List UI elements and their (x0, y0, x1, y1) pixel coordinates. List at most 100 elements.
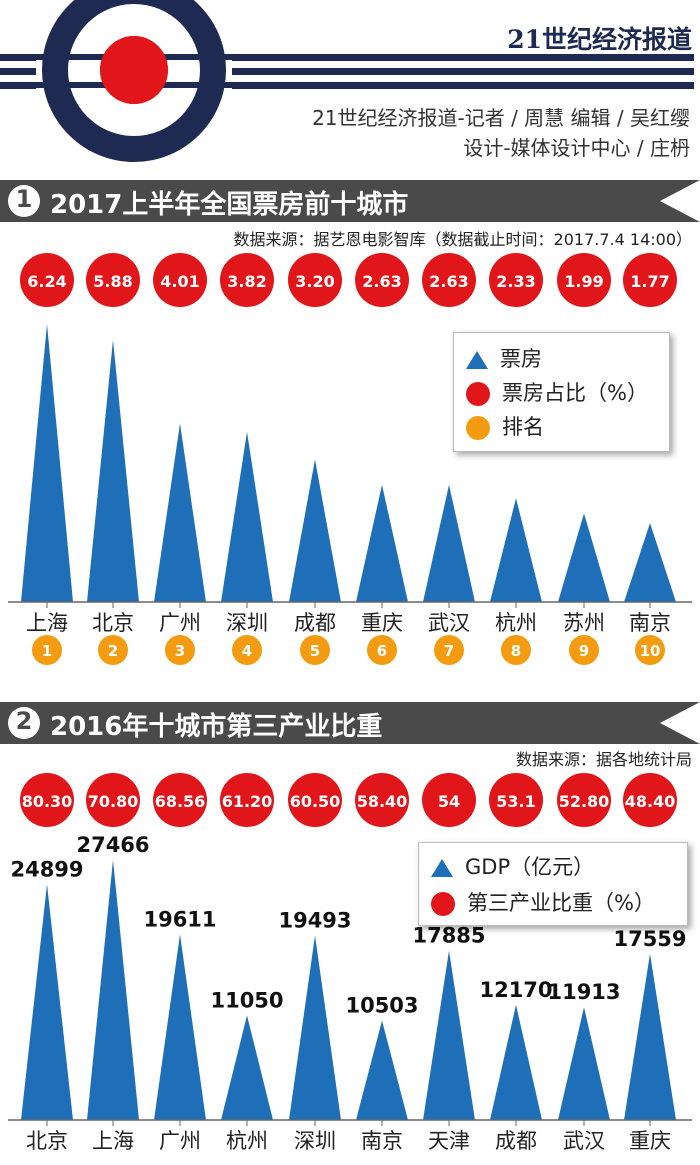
city-label: 南京 (361, 1129, 403, 1153)
tertiary-share-label: 61.20 (222, 792, 273, 811)
box-office-chart: 6.24 5.88 4.01 3.82 3.20 2.63 2.63 2.33 1.99 1.77… (8, 253, 692, 665)
gdp-value-label: 11913 (547, 980, 620, 1004)
share-bubble (153, 253, 207, 307)
share-bubble (20, 253, 74, 307)
box-office-bar (490, 498, 542, 602)
orange-dot-icon (466, 416, 490, 440)
tertiary-share-label: 60.50 (290, 792, 341, 811)
rank-badge (32, 635, 62, 665)
box-office-bar (21, 324, 73, 602)
city-label: 上海 (92, 1129, 134, 1153)
section2-number-badge: 2 (15, 707, 33, 735)
gdp-bar (221, 1015, 273, 1120)
section2-title: 2016年十城市第三产业比重 (50, 712, 383, 742)
city-label: 杭州 (495, 611, 537, 635)
tertiary-share-label: 58.40 (357, 792, 408, 811)
share-label: 1.77 (630, 272, 669, 291)
city-label: 深圳 (294, 1129, 336, 1153)
gdp-bar (21, 884, 73, 1120)
gdp-value-label: 19493 (278, 908, 351, 932)
gdp-bar (154, 934, 206, 1120)
share-bubble (623, 253, 677, 307)
gdp-bar (289, 935, 341, 1120)
gdp-value-label: 11050 (210, 988, 283, 1012)
tertiary-share-label: 52.80 (559, 792, 610, 811)
tertiary-share-label: 48.40 (625, 792, 676, 811)
section1-title-bar (0, 180, 700, 222)
share-label: 6.24 (27, 272, 66, 291)
share-bubble (220, 253, 274, 307)
rank-label: 4 (242, 642, 252, 660)
rank-badge (367, 635, 397, 665)
gdp-value-label: 10503 (345, 994, 418, 1018)
tertiary-share-bubble (220, 773, 274, 827)
tertiary-share-bubble (20, 773, 74, 827)
gdp-bar (423, 950, 475, 1120)
gdp-value-label: 27466 (76, 833, 149, 857)
box-office-bar (87, 340, 139, 602)
city-label: 重庆 (629, 1129, 671, 1153)
rank-label: 8 (511, 642, 521, 660)
city-label: 广州 (159, 611, 201, 635)
rank-badge (98, 635, 128, 665)
share-bubble (422, 253, 476, 307)
triangle-icon (431, 859, 453, 877)
section2-title-bar (0, 702, 700, 744)
box-office-bar (624, 523, 676, 602)
box-office-bar (356, 484, 408, 602)
share-label: 5.88 (93, 272, 132, 291)
tertiary-share-bubble (422, 773, 476, 827)
city-label: 武汉 (428, 611, 470, 635)
city-label: 苏州 (563, 611, 605, 635)
gdp-value-label: 24899 (10, 857, 83, 881)
rank-label: 5 (310, 642, 320, 660)
box-office-bar (558, 513, 610, 602)
rank-badge (635, 635, 665, 665)
city-label: 深圳 (226, 611, 268, 635)
rank-badge (569, 635, 599, 665)
rank-label: 7 (444, 642, 454, 660)
tertiary-share-bubble (86, 773, 140, 827)
legend-item-rank: 排名 (466, 411, 544, 441)
section1-legend: 票房 票房占比（%） 排名 (453, 332, 670, 452)
rank-badge (232, 635, 262, 665)
box-office-bar (221, 431, 273, 602)
gdp-bar (87, 860, 139, 1120)
city-label: 北京 (92, 611, 134, 635)
box-office-bar (289, 459, 341, 602)
share-label: 2.63 (429, 272, 468, 291)
newspaper-name: 21世纪经济报道 (507, 25, 692, 54)
rank-badge (300, 635, 330, 665)
gdp-value-label: 17559 (613, 927, 686, 951)
rank-badge (165, 635, 195, 665)
red-dot-icon (466, 382, 490, 406)
rank-label: 3 (175, 642, 185, 660)
city-label: 天津 (428, 1129, 470, 1153)
rank-label: 10 (640, 642, 661, 660)
gdp-bar (558, 1007, 610, 1120)
tertiary-share-bubble (557, 773, 611, 827)
tertiary-share-bubble (355, 773, 409, 827)
legend-item-gdp: GDP（亿元） (431, 851, 594, 881)
share-bubble (489, 253, 543, 307)
tertiary-share-label: 53.1 (496, 792, 535, 811)
tertiary-share-bubble (153, 773, 207, 827)
section2-source: 数据来源：据各地统计局 (515, 750, 692, 769)
section2-legend: GDP（亿元） 第三产业比重（%） (418, 842, 688, 926)
city-label: 杭州 (226, 1129, 268, 1153)
credit-reporter-editor: 21世纪经济报道-记者 / 周慧 编辑 / 吴红缨 (312, 106, 690, 130)
city-label: 成都 (495, 1129, 537, 1153)
rank-label: 6 (377, 642, 387, 660)
city-label: 广州 (159, 1129, 201, 1153)
share-label: 2.33 (496, 272, 535, 291)
gdp-bar (356, 1020, 408, 1120)
rank-badge (501, 635, 531, 665)
tertiary-share-label: 54 (438, 792, 460, 811)
city-label: 重庆 (361, 611, 403, 635)
rank-badge (434, 635, 464, 665)
box-office-bar (423, 484, 475, 602)
tertiary-share-bubble (288, 773, 342, 827)
city-label: 武汉 (563, 1129, 605, 1153)
gdp-value-label: 19611 (143, 907, 216, 931)
legend-item-box-office: 票房 (466, 343, 542, 373)
